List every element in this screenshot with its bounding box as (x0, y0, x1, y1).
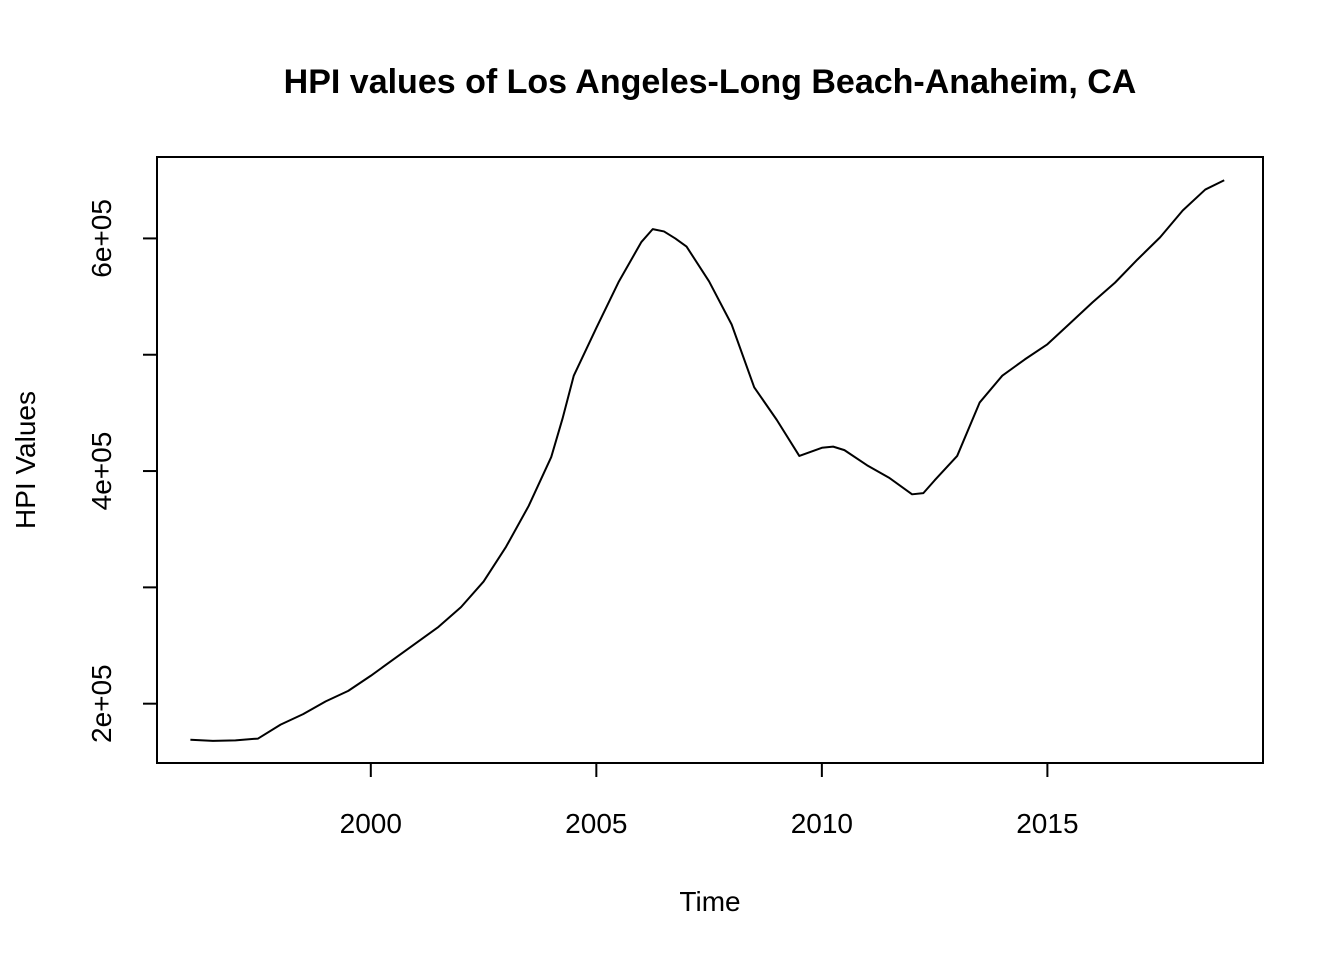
plot-frame (156, 156, 1264, 764)
x-tick-label: 2015 (1016, 808, 1078, 839)
chart-title: HPI values of Los Angeles-Long Beach-Ana… (284, 63, 1137, 101)
x-tick-label: 2010 (791, 808, 853, 839)
x-tick-label: 2005 (565, 808, 627, 839)
y-axis-label: HPI Values (10, 391, 41, 529)
y-tick-label: 6e+05 (86, 199, 117, 278)
x-axis: 2000 2005 2010 2015 (340, 762, 1079, 839)
y-axis: 2e+05 4e+05 6e+05 (86, 199, 158, 743)
x-tick-label: 2000 (340, 808, 402, 839)
x-axis-label: Time (679, 886, 740, 917)
y-tick-label: 2e+05 (86, 664, 117, 743)
y-tick-label: 4e+05 (86, 432, 117, 511)
series-line (190, 179, 1225, 742)
